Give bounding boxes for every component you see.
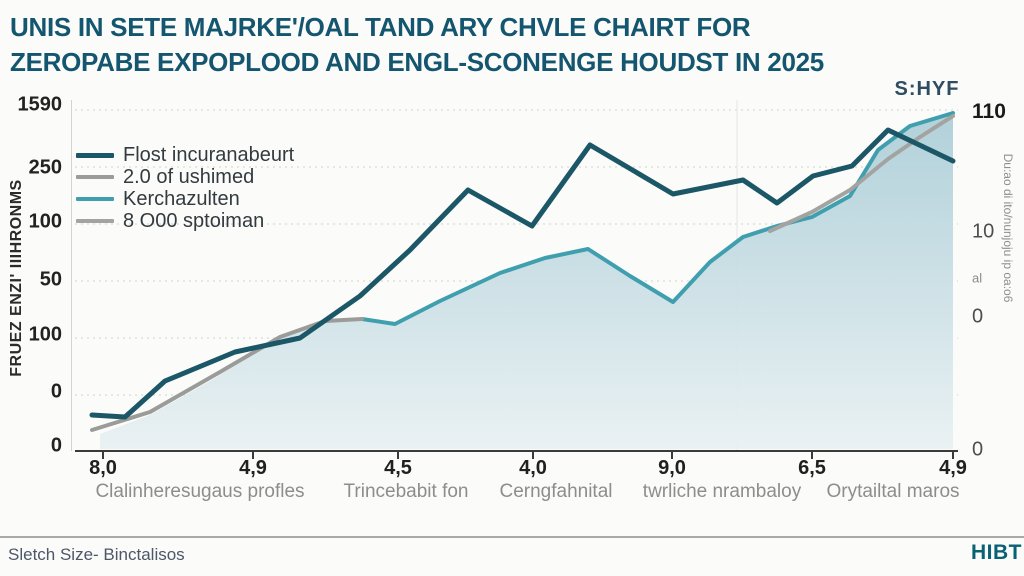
chart-legend: Flost incuranabeurt 2.0 of ushimed Kerchaz… — [76, 144, 294, 232]
y-right-axis-title: Du:ao di ito/nunjoju ip oa:o6 — [1001, 153, 1015, 303]
x-tick-label: 9,0 — [658, 457, 686, 479]
y-right-tick-label: 0 — [972, 305, 984, 328]
x-category-label: Clalinheresugaus profles — [95, 481, 305, 502]
y-left-tick-label: 100 — [28, 210, 62, 233]
footer-brand-text: HIBT — [971, 541, 1022, 564]
line-series — [89, 127, 956, 420]
x-category-label: Cerngfahnital — [499, 481, 613, 502]
legend-label: 2.0 of ushimed — [123, 165, 255, 188]
y-right-tick-label: 0 — [972, 438, 984, 461]
x-tick-label: 4,9 — [939, 457, 967, 479]
x-tick-label: 6,5 — [798, 457, 826, 479]
y-left-tick-label: 0 — [50, 380, 62, 403]
chart-title: UNIS IN SETE MAJRKE'/OAL TAND ARY CHVLE … — [10, 10, 870, 80]
area-series — [100, 113, 953, 449]
x-tick-label: 8,0 — [89, 457, 117, 479]
x-category-label: Trincebabit fon — [343, 481, 469, 502]
legend-item: Flost incuranabeurt — [76, 144, 294, 166]
x-tick-label: 4,5 — [384, 457, 412, 479]
line-series — [90, 317, 364, 432]
line-series — [360, 111, 955, 326]
y-right-tick-label: al — [972, 270, 983, 286]
legend-swatch — [76, 152, 114, 158]
y-right-tick-label: 10 — [972, 220, 995, 243]
footer-divider — [0, 536, 1024, 538]
x-category-label: twrliche nrambaloy — [642, 481, 802, 502]
legend-item: Kerchazulten — [76, 188, 294, 210]
y-left-axis-title: FRUEZ ENZI' IIIHRONMS — [8, 179, 25, 377]
x-tick-label: 4,0 — [519, 457, 547, 479]
y-left-tick-label: 0 — [50, 434, 62, 457]
footer-source-text: Sletch Size- Binctalisos — [8, 545, 185, 564]
line-series — [768, 114, 955, 233]
legend-item: 8 O00 sptoiman — [76, 210, 294, 232]
y-left-tick-label: 50 — [39, 268, 62, 291]
y-left-tick-label: 100 — [28, 323, 62, 346]
legend-label: 8 O00 sptoiman — [123, 209, 265, 232]
legend-swatch — [76, 175, 114, 179]
y-right-tick-label: 110 — [972, 100, 1006, 123]
shyf-annotation: S:HYF — [894, 78, 960, 100]
y-left-tick-label: 1590 — [17, 93, 63, 116]
y-left-tick-label: 250 — [28, 156, 62, 179]
chart-title-line2: ZEROPABE EXPOPLOOD AND ENGL-SCONENGE HOU… — [10, 47, 824, 77]
legend-swatch — [76, 219, 114, 223]
legend-label: Flost incuranabeurt — [123, 143, 295, 166]
legend-swatch — [76, 197, 114, 201]
legend-item: 2.0 of ushimed — [76, 166, 294, 188]
chart-title-line1: UNIS IN SETE MAJRKE'/OAL TAND ARY CHVLE … — [10, 12, 751, 42]
x-tick-label: 4,9 — [239, 457, 267, 479]
x-category-label: Orytailtal maros — [826, 481, 960, 502]
legend-label: Kerchazulten — [123, 187, 240, 210]
